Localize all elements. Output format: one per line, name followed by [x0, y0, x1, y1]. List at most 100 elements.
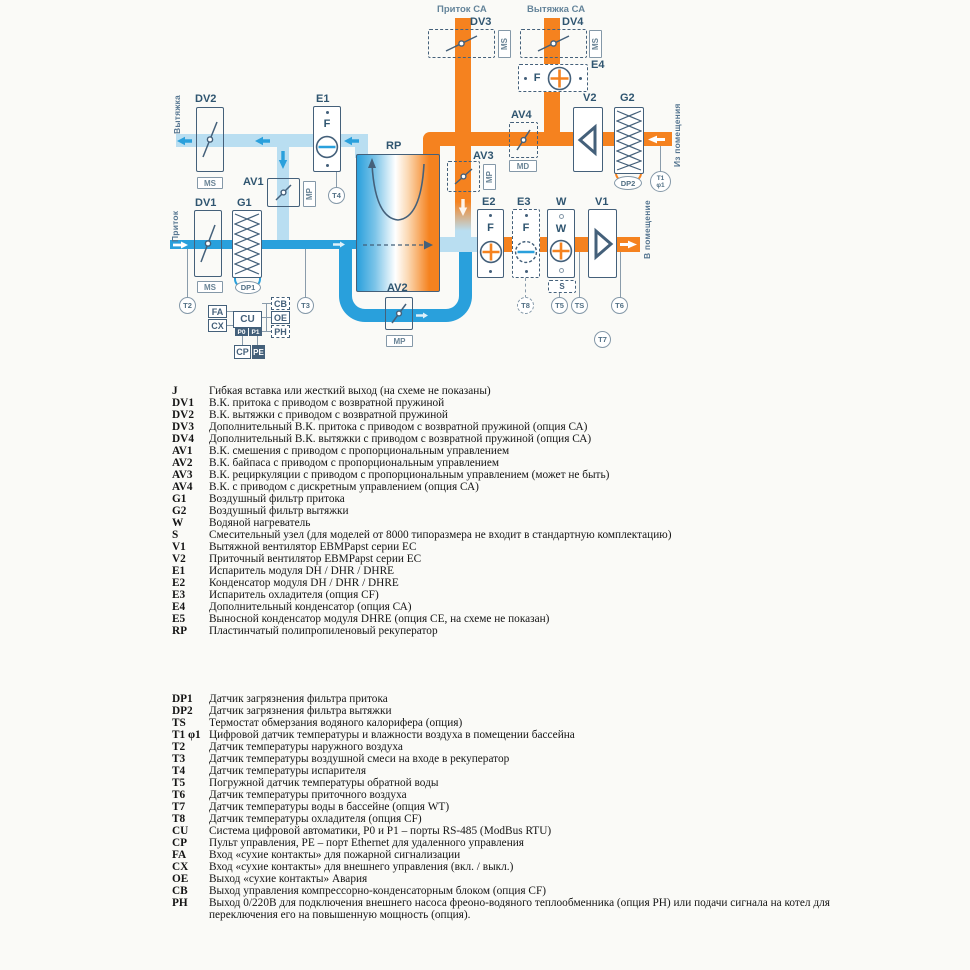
cu-wire-fa	[226, 311, 234, 312]
legend-row: E5 Выносной конденсатор модуля DHRE (опци…	[172, 613, 882, 625]
coil-f-label: F	[323, 118, 331, 131]
legend-section-2: DP1 Датчик загрязнения фильтра притока DP2…	[172, 693, 882, 921]
label-pritok-ca: Приток СА	[437, 4, 487, 15]
legend-description: Выход управления компрессорно-конденсато…	[209, 885, 547, 897]
cu-wire-cx	[226, 325, 234, 326]
legend-key: AV3	[172, 469, 193, 481]
legend-key: PH	[172, 897, 188, 909]
sensor-t8: T8	[517, 297, 534, 314]
sensor-dp2: DP2	[614, 176, 642, 190]
legend-key: J	[172, 385, 178, 397]
water-heater-w: W	[547, 209, 575, 278]
legend-key: V2	[172, 553, 186, 565]
evaporator-icon	[315, 135, 339, 158]
legend-description: Водяной нагреватель	[209, 517, 311, 529]
legend-key: RP	[172, 625, 188, 637]
legend-description: Смесительный узел (для моделей от 8000 т…	[209, 529, 672, 541]
supply-stream-arrow	[333, 241, 345, 248]
evaporator-e1: F	[313, 106, 341, 172]
legend-key: T2	[172, 741, 186, 753]
sensor-t4: T4	[328, 187, 345, 204]
cu-wire-cp	[242, 336, 243, 346]
output-oe: OE	[271, 311, 290, 324]
legend-key: T8	[172, 813, 186, 825]
bypass-duct	[339, 248, 472, 322]
legend-key: CX	[172, 861, 189, 873]
legend-row: TS Термостат обмерзания водяного калорифе…	[172, 717, 882, 729]
output-cb: CB	[271, 297, 290, 310]
port-dot	[524, 76, 527, 80]
legend-description: Вход «сухие контакты» для пожарной сигна…	[209, 849, 461, 861]
port-ring	[558, 214, 564, 219]
supply-duct	[170, 240, 360, 249]
port-p0: P0	[235, 328, 248, 336]
legend-description: Конденсатор модуля DH / DHR / DHRE	[209, 577, 399, 589]
legend-key: OE	[172, 873, 189, 885]
legend-description: Датчик температуры наружного воздуха	[209, 741, 403, 753]
legend-key: FA	[172, 849, 187, 861]
actuator-tag-ms: MS	[197, 177, 223, 189]
legend-row: DP2 Датчик загрязнения фильтра вытяжки	[172, 705, 882, 717]
label-av3: AV3	[473, 150, 494, 162]
sensor-dp1: DP1	[235, 281, 261, 294]
legend-description: Пластинчатый полипропиленовый рекуперато…	[209, 625, 438, 637]
legend-key: T6	[172, 789, 186, 801]
damper-dv1	[194, 210, 222, 277]
label-v2: V2	[583, 92, 597, 104]
legend-description: В.К. с приводом с дискретным управлением…	[209, 481, 479, 493]
legend-description: Вытяжной вентилятор EBMPapst серии EC	[209, 541, 417, 553]
legend-description: Выносной конденсатор модуля DHRE (опция …	[209, 613, 550, 625]
label-vytyazhka-ca: Вытяжка СА	[527, 4, 586, 15]
sensor-wire-t5	[559, 293, 560, 298]
legend-key: CP	[172, 837, 188, 849]
rp-entry-elbow	[423, 138, 440, 156]
legend-description: Дополнительный конденсатор (опция СА)	[209, 601, 412, 613]
legend-row: DV2 В.К. вытяжки с приводом с возвратной …	[172, 409, 882, 421]
damper-dv4	[520, 29, 587, 58]
legend-row: T6 Датчик температуры приточного воздуха	[172, 789, 882, 801]
legend-key: AV1	[172, 445, 193, 457]
port-ring	[558, 268, 564, 273]
legend-description: Датчик температуры приточного воздуха	[209, 789, 407, 801]
evaporator-icon	[514, 240, 538, 263]
sensor-t6: T6	[611, 297, 628, 314]
coil-f-label: F	[522, 222, 530, 235]
legend-row: T2 Датчик температуры наружного воздуха	[172, 741, 882, 753]
legend-description: Термостат обмерзания водяного калорифера…	[209, 717, 463, 729]
sensor-t7: T7	[594, 331, 611, 348]
actuator-tag-md: MD	[509, 160, 537, 172]
legend-description: Гибкая вставка или жесткий выход (на схе…	[209, 385, 491, 397]
exhaust-elbow	[355, 140, 368, 158]
legend-key: DV3	[172, 421, 194, 433]
legend-row: W Водяной нагреватель	[172, 517, 882, 529]
legend-row: S Смесительный узел (для моделей от 8000 …	[172, 529, 882, 541]
legend-key: S	[172, 529, 179, 541]
legend-description: Вход «сухие контакты» для внешнего управ…	[209, 861, 514, 873]
port-dot	[578, 76, 582, 80]
label-e4: E4	[591, 59, 605, 71]
legend-description: Испаритель модуля DH / DHR / DHRE	[209, 565, 395, 577]
sensor-wire-ts	[579, 252, 580, 298]
legend-row: DV3 Дополнительный В.К. притока с приводо…	[172, 421, 882, 433]
label-e3: E3	[517, 196, 531, 208]
legend-description: Пульт управления, PE – порт Ethernet для…	[209, 837, 524, 849]
port-dot	[524, 269, 528, 273]
legend-row: AV4 В.К. с приводом с дискретным управлен…	[172, 481, 882, 493]
legend-row: CP Пульт управления, PE – порт Ethernet д…	[172, 837, 882, 849]
label-av4: AV4	[511, 109, 532, 121]
cu-wire-cb	[262, 303, 272, 304]
legend-row: V1 Вытяжной вентилятор EBMPapst серии EC	[172, 541, 882, 553]
legend-description: Датчик температуры охладителя (опция CF)	[209, 813, 422, 825]
legend-key: T5	[172, 777, 186, 789]
heater-icon	[549, 239, 573, 263]
legend-row: E4 Дополнительный конденсатор (опция СА)	[172, 601, 882, 613]
label-g1: G1	[237, 197, 252, 209]
actuator-tag-mp: MP	[386, 335, 413, 347]
sensor-wire-t8	[525, 278, 526, 298]
sensor-wire-t3	[305, 249, 306, 298]
legend-section-1: J Гибкая вставка или жесткий выход (на сх…	[172, 385, 882, 637]
legend-description: В.К. байпаса с приводом с пропорциональн…	[209, 457, 499, 469]
condenser-e2: F	[477, 209, 504, 278]
label-pritok: Приток	[170, 210, 180, 242]
